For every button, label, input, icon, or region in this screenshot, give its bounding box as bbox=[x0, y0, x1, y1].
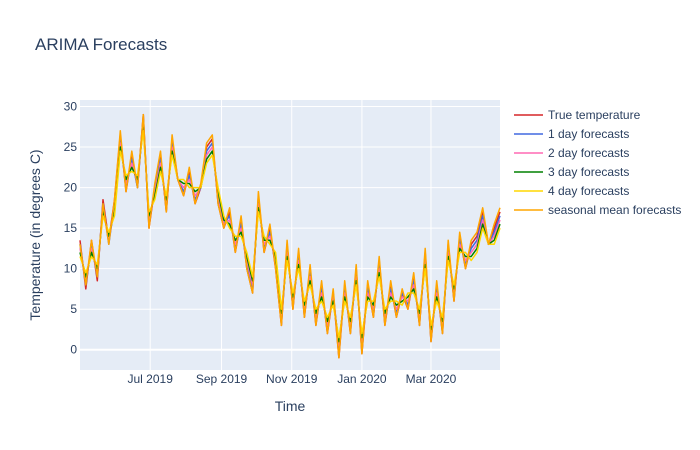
y-tick-label: 30 bbox=[64, 99, 78, 113]
legend-item[interactable]: 3 day forecasts bbox=[514, 165, 629, 179]
x-tick-label: Sep 2019 bbox=[196, 372, 248, 386]
legend-label: 2 day forecasts bbox=[548, 146, 629, 160]
legend-item[interactable]: 1 day forecasts bbox=[514, 127, 629, 141]
x-tick-label: Mar 2020 bbox=[406, 372, 457, 386]
gridlines bbox=[80, 100, 500, 370]
legend-label: 4 day forecasts bbox=[548, 184, 629, 198]
x-tick-label: Nov 2019 bbox=[266, 372, 318, 386]
legend: True temperature 1 day forecasts 2 day for… bbox=[514, 108, 681, 217]
legend-item[interactable]: True temperature bbox=[514, 108, 641, 122]
chart-title: ARIMA Forecasts bbox=[35, 35, 167, 54]
legend-item[interactable]: 4 day forecasts bbox=[514, 184, 629, 198]
legend-item[interactable]: 2 day forecasts bbox=[514, 146, 629, 160]
series-lines bbox=[79, 113, 501, 359]
x-tick-label: Jan 2020 bbox=[337, 372, 387, 386]
y-tick-label: 25 bbox=[64, 140, 78, 154]
y-tick-label: 15 bbox=[64, 221, 78, 235]
y-tick-label: 0 bbox=[70, 343, 77, 357]
legend-item[interactable]: seasonal mean forecasts bbox=[514, 203, 681, 217]
y-tick-label: 10 bbox=[64, 262, 78, 276]
legend-label: 1 day forecasts bbox=[548, 127, 629, 141]
x-axis-title: Time bbox=[275, 398, 306, 414]
legend-label: True temperature bbox=[548, 108, 641, 122]
y-axis-ticks: 0 5 10 15 20 25 30 bbox=[64, 99, 78, 356]
x-tick-label: Jul 2019 bbox=[128, 372, 174, 386]
legend-label: seasonal mean forecasts bbox=[548, 203, 681, 217]
legend-label: 3 day forecasts bbox=[548, 165, 629, 179]
plot-area bbox=[80, 100, 500, 370]
y-tick-label: 20 bbox=[64, 181, 78, 195]
series-line-5 bbox=[79, 113, 501, 359]
y-axis-title: Temperature (in degrees C) bbox=[27, 149, 43, 320]
y-tick-label: 5 bbox=[70, 302, 77, 316]
x-axis-ticks: Jul 2019 Sep 2019 Nov 2019 Jan 2020 Mar 2020 bbox=[128, 372, 457, 386]
